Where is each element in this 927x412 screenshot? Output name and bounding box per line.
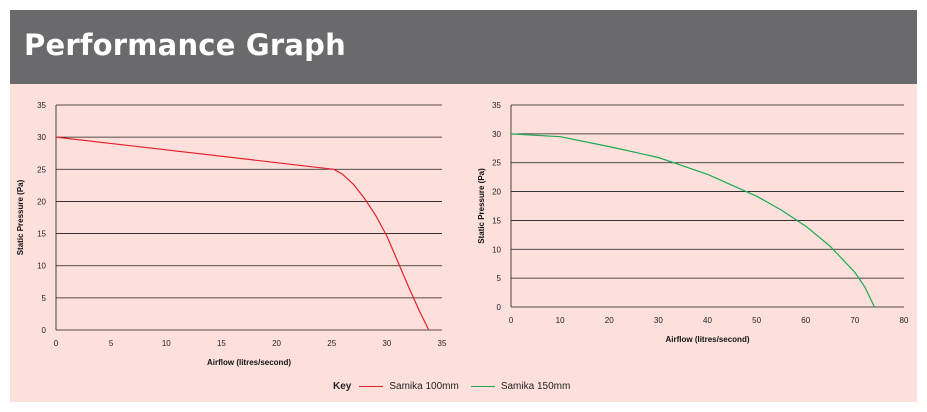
x-axis-label: Airflow (litres/second) — [665, 335, 749, 344]
key-swatch-red — [359, 385, 384, 387]
page-header: Performance Graph — [10, 10, 917, 84]
y-tick-label: 30 — [37, 133, 46, 142]
x-tick-label: 20 — [605, 316, 614, 325]
x-tick-label: 0 — [509, 316, 514, 325]
x-tick-label: 10 — [556, 316, 565, 325]
x-tick-label: 5 — [109, 339, 114, 348]
y-tick-label: 10 — [492, 245, 501, 254]
x-tick-label: 10 — [162, 339, 171, 348]
x-tick-label: 50 — [752, 316, 761, 325]
y-tick-label: 0 — [497, 303, 502, 312]
y-axis-label: Static Pressure (Pa) — [16, 179, 25, 255]
y-tick-label: 0 — [42, 326, 47, 335]
y-tick-label: 10 — [37, 262, 46, 271]
x-axis-label: Airflow (litres/second) — [207, 358, 291, 367]
key-title: Key — [333, 380, 352, 392]
y-tick-label: 15 — [37, 230, 46, 239]
x-tick-label: 15 — [217, 339, 226, 348]
x-tick-label: 25 — [327, 339, 336, 348]
x-tick-label: 30 — [654, 316, 663, 325]
x-tick-label: 60 — [801, 316, 810, 325]
key-item-samika-150mm: Samika 150mm — [470, 380, 571, 392]
y-tick-label: 35 — [37, 101, 46, 110]
x-tick-label: 80 — [900, 316, 909, 325]
y-tick-label: 5 — [497, 274, 502, 283]
y-tick-label: 20 — [37, 197, 46, 206]
x-tick-label: 70 — [850, 316, 859, 325]
y-axis-label: Static Pressure (Pa) — [477, 168, 486, 244]
y-tick-label: 35 — [492, 101, 501, 110]
y-tick-label: 25 — [37, 165, 46, 174]
x-tick-label: 0 — [54, 339, 59, 348]
key-item-samika-100mm: Samika 100mm — [359, 380, 459, 392]
x-tick-label: 30 — [382, 339, 391, 348]
y-tick-label: 15 — [492, 216, 501, 225]
x-tick-label: 35 — [438, 339, 447, 348]
y-tick-label: 30 — [492, 130, 501, 139]
series-line-samika-100mm — [55, 136, 430, 331]
y-tick-label: 5 — [42, 294, 47, 303]
x-tick-label: 40 — [703, 316, 712, 325]
key-label: Samika 100mm — [389, 380, 459, 392]
x-tick-label: 20 — [272, 339, 281, 348]
key-swatch-green — [470, 385, 495, 387]
series-line-samika-150mm — [510, 133, 876, 308]
key-label: Samika 150mm — [500, 380, 571, 392]
page-title: Performance Graph — [24, 28, 346, 62]
y-tick-label: 25 — [492, 159, 501, 168]
chart-key: Key Samika 100mm Samika 150mm — [333, 378, 582, 394]
y-tick-label: 20 — [492, 188, 501, 197]
